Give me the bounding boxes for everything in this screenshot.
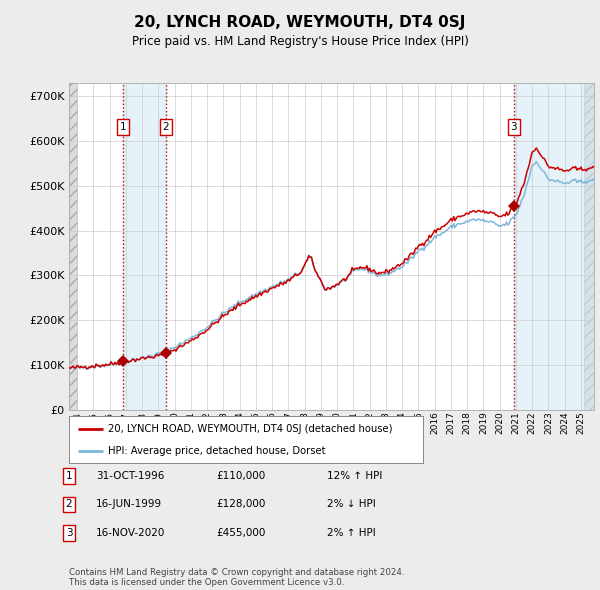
Text: 1: 1 [65, 471, 73, 481]
Text: 16-NOV-2020: 16-NOV-2020 [96, 528, 166, 537]
Text: HPI: Average price, detached house, Dorset: HPI: Average price, detached house, Dors… [108, 447, 325, 456]
Bar [123, 83, 166, 410]
Bar [69, 83, 77, 410]
Bar [514, 83, 594, 410]
Text: 2% ↑ HPI: 2% ↑ HPI [327, 528, 376, 537]
Text: 12% ↑ HPI: 12% ↑ HPI [327, 471, 382, 481]
Text: 1: 1 [120, 122, 127, 132]
Text: £455,000: £455,000 [216, 528, 265, 537]
Text: 20, LYNCH ROAD, WEYMOUTH, DT4 0SJ (detached house): 20, LYNCH ROAD, WEYMOUTH, DT4 0SJ (detac… [108, 424, 392, 434]
Text: Price paid vs. HM Land Registry's House Price Index (HPI): Price paid vs. HM Land Registry's House … [131, 35, 469, 48]
Text: 3: 3 [65, 528, 73, 537]
Text: £128,000: £128,000 [216, 500, 265, 509]
Text: 2: 2 [163, 122, 169, 132]
Text: 2: 2 [65, 500, 73, 509]
Text: 3: 3 [511, 122, 517, 132]
Text: Contains HM Land Registry data © Crown copyright and database right 2024.
This d: Contains HM Land Registry data © Crown c… [69, 568, 404, 587]
Text: 20, LYNCH ROAD, WEYMOUTH, DT4 0SJ: 20, LYNCH ROAD, WEYMOUTH, DT4 0SJ [134, 15, 466, 30]
Text: 2% ↓ HPI: 2% ↓ HPI [327, 500, 376, 509]
Text: £110,000: £110,000 [216, 471, 265, 481]
Text: 16-JUN-1999: 16-JUN-1999 [96, 500, 162, 509]
Bar [584, 83, 594, 410]
Text: 31-OCT-1996: 31-OCT-1996 [96, 471, 164, 481]
